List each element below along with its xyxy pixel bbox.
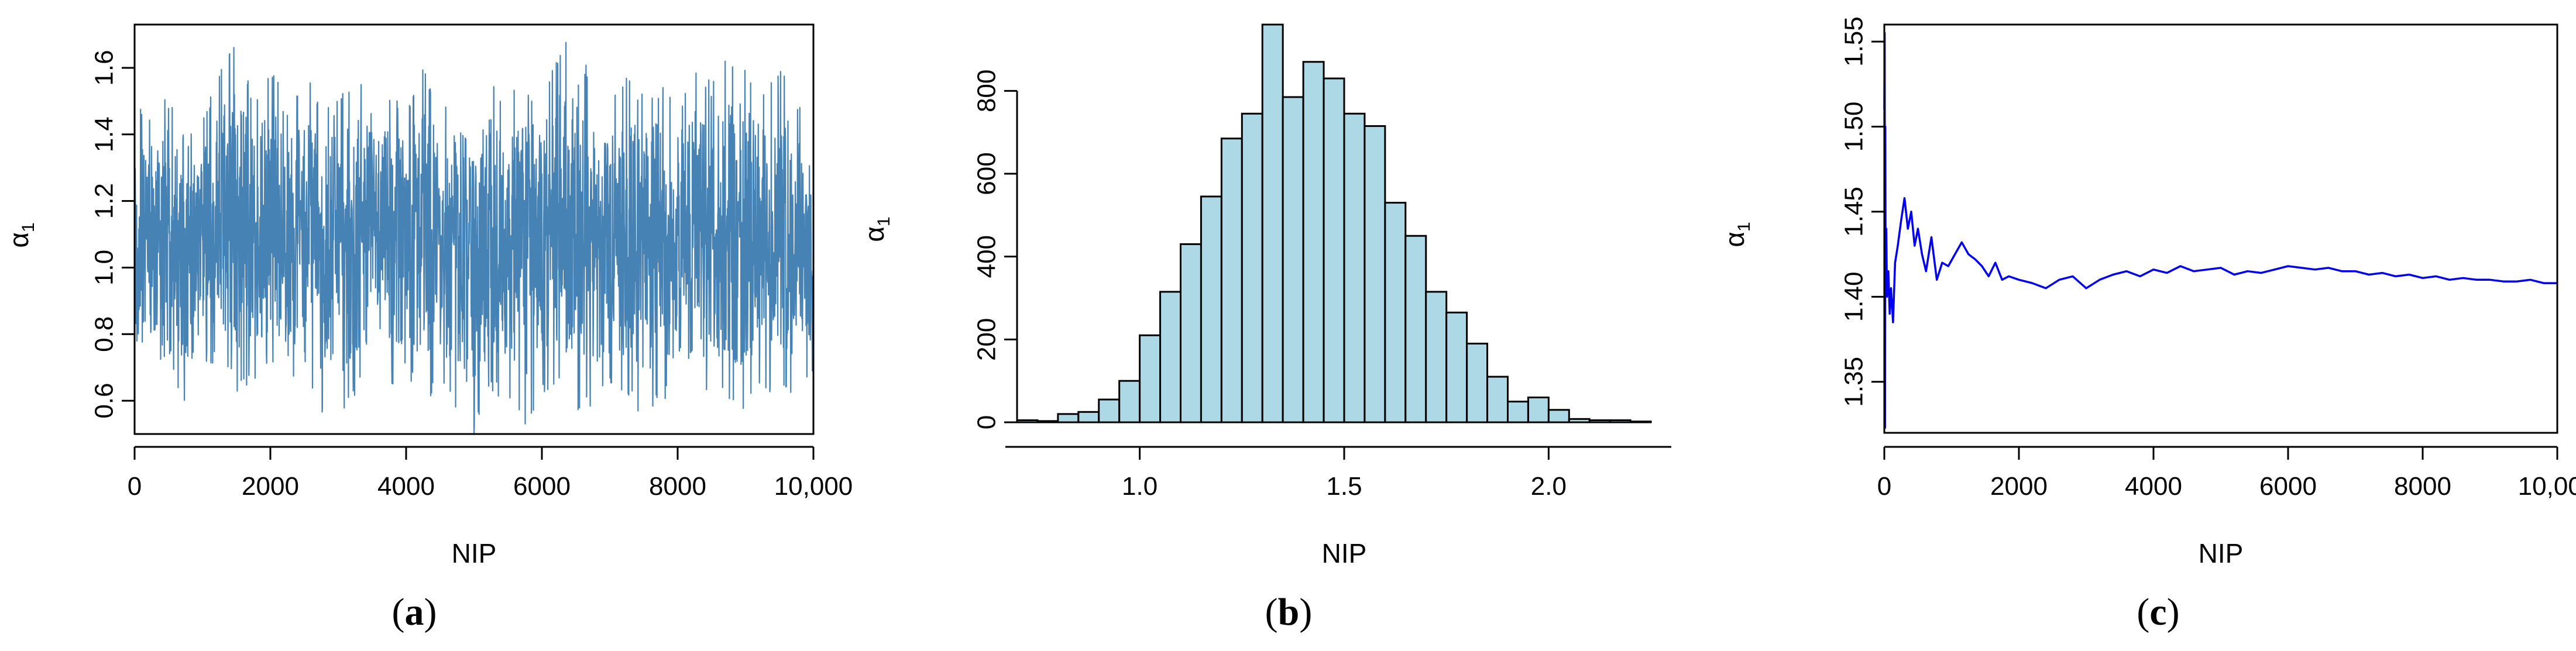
y-tick-label: 1.40	[1840, 272, 1869, 322]
y-tick-label: 1.50	[1840, 102, 1869, 152]
caption-close: )	[1299, 591, 1312, 633]
caption-open: (	[2137, 591, 2149, 633]
caption-open: (	[392, 591, 405, 633]
trace-series-line	[133, 42, 815, 435]
histogram-bar	[1425, 291, 1448, 423]
histogram-bar	[1241, 112, 1263, 423]
histogram-bar	[1220, 137, 1243, 423]
x-tick-label: 8000	[649, 472, 706, 501]
x-tick-label: 10,000	[774, 472, 853, 501]
histogram-bar	[1057, 413, 1080, 423]
y-tick-label: 1.35	[1840, 357, 1869, 407]
histogram-bar	[1282, 96, 1304, 423]
histogram-bar	[1200, 195, 1222, 423]
running-mean-line	[1883, 32, 2557, 429]
y-axis-label-base: α	[1719, 232, 1750, 247]
y-axis-label: α1	[859, 216, 894, 242]
caption-close: )	[2167, 591, 2180, 633]
histogram-bar	[1486, 376, 1509, 423]
x-tick-label: 1.0	[1122, 472, 1158, 501]
histogram-bar	[1139, 334, 1162, 423]
histogram-bar	[1302, 61, 1325, 423]
histogram-bar	[1343, 112, 1366, 423]
caption-letter: c	[2149, 591, 2166, 633]
caption-letter: b	[1278, 591, 1300, 633]
histogram-bar	[1036, 420, 1059, 423]
histogram-bar	[1098, 398, 1121, 423]
x-tick-label: 2000	[1990, 472, 2048, 501]
x-axis-label: NIP	[452, 538, 497, 569]
histogram-bar	[1016, 419, 1039, 423]
caption-open: (	[1265, 591, 1278, 633]
y-axis-label-base: α	[859, 226, 889, 242]
histogram-bar	[1445, 311, 1468, 423]
y-tick-label: 1.2	[90, 183, 119, 219]
y-tick-label: 1.6	[90, 50, 119, 85]
y-axis-label: α1	[4, 222, 38, 247]
x-tick-label: 4000	[2125, 472, 2182, 501]
x-tick-label: 1.5	[1326, 472, 1362, 501]
histogram-bar	[1609, 419, 1632, 423]
histogram-bar	[1384, 202, 1407, 423]
x-tick-label: 6000	[513, 472, 571, 501]
panel-b: 1.0 1.5 2.0 0 200 400 600 800 NIP α1 (b)	[859, 23, 1671, 633]
histogram-bar	[1118, 380, 1141, 423]
histogram-bar	[1588, 419, 1611, 423]
histogram-bar	[1547, 409, 1570, 423]
y-axis-label-subscript: 1	[19, 222, 38, 232]
y-tick-label: 0.6	[90, 383, 119, 419]
histogram-bar	[1466, 342, 1489, 423]
y-axis-label: α1	[1719, 222, 1754, 247]
panel-caption: (a)	[392, 591, 437, 633]
histogram-bar	[1159, 291, 1181, 423]
x-tick-label: 8000	[2394, 472, 2451, 501]
y-tick-label: 0	[973, 415, 1001, 429]
y-tick-label: 400	[973, 235, 1001, 278]
x-tick-label: 2000	[242, 472, 299, 501]
y-tick-label: 1.45	[1840, 187, 1869, 237]
panel-a: 0 2000 4000 6000 8000 10,000 0.6 0.8 1.0 1.2 1.4 1.…	[4, 23, 853, 633]
y-tick-label: 1.0	[90, 250, 119, 285]
y-tick-label: 1.55	[1840, 16, 1869, 67]
y-tick-label: 200	[973, 318, 1001, 361]
x-tick-label: 0	[1877, 472, 1891, 501]
x-tick-label: 4000	[377, 472, 435, 501]
x-axis-label: NIP	[2199, 538, 2244, 569]
y-tick-label: 800	[973, 70, 1001, 112]
histogram-bar	[1404, 235, 1427, 423]
histogram-bar	[1180, 243, 1202, 423]
panel-caption: (c)	[2137, 591, 2179, 633]
x-tick-label: 2.0	[1531, 472, 1567, 501]
y-axis-label-subscript: 1	[1734, 222, 1754, 232]
histogram-bar	[1507, 401, 1529, 423]
panel-caption: (b)	[1265, 591, 1313, 633]
histogram-bar	[1568, 418, 1591, 423]
panel-c: 0 2000 4000 6000 8000 10,000 1.35 1.40 1.45 1.50 1…	[1719, 16, 2576, 633]
caption-close: )	[424, 591, 437, 633]
x-tick-label: 10,000	[2518, 472, 2576, 501]
x-tick-label: 6000	[2259, 472, 2317, 501]
caption-letter: a	[405, 591, 424, 633]
x-axis-label: NIP	[1322, 538, 1367, 569]
histogram-bar	[1261, 23, 1284, 423]
x-tick-label: 0	[128, 472, 142, 501]
histogram-bar	[1077, 411, 1100, 423]
histogram-bar	[1527, 397, 1550, 423]
y-tick-label: 1.4	[90, 116, 119, 152]
y-axis-label-base: α	[4, 232, 34, 248]
y-axis-label-subscript: 1	[874, 216, 894, 226]
histogram-bar	[1323, 77, 1345, 423]
y-tick-label: 0.8	[90, 316, 119, 352]
y-tick-label: 600	[973, 152, 1001, 195]
plot-box	[1883, 23, 2558, 434]
histogram-bar	[1363, 125, 1386, 423]
